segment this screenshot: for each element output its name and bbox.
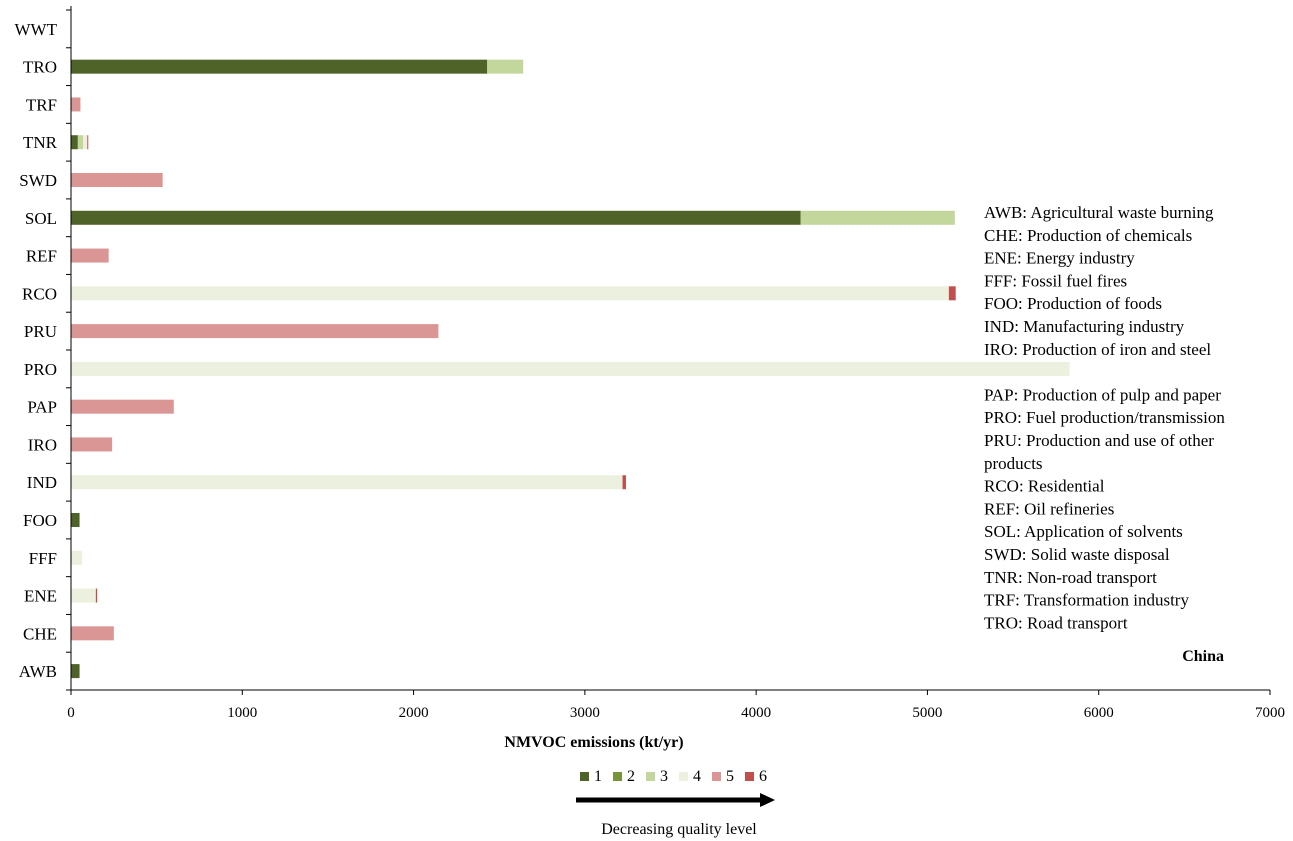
x-tick-label: 7000 <box>1255 705 1285 721</box>
legend-label-level-6: 6 <box>759 768 767 785</box>
abbreviation-line: IND: Manufacturing industry <box>984 317 1185 336</box>
x-tick-label: 5000 <box>912 705 942 721</box>
bar-tnr-level-1 <box>71 135 78 150</box>
category-label-rco: RCO <box>22 284 57 303</box>
abbreviation-line: FFF: Fossil fuel fires <box>984 271 1127 290</box>
legend-label-level-1: 1 <box>594 768 602 785</box>
bar-tro-level-1 <box>71 59 488 74</box>
abbreviation-line: TRO: Road transport <box>984 613 1128 632</box>
legend-label-level-2: 2 <box>627 768 635 785</box>
quality-arrow <box>576 793 775 807</box>
bar-iro-level-5 <box>71 437 113 452</box>
legend-swatch-level-3 <box>646 772 655 781</box>
category-label-che: CHE <box>23 624 57 643</box>
x-axis-title: NMVOC emissions (kt/yr) <box>504 734 683 751</box>
x-tick-label: 6000 <box>1084 705 1114 721</box>
bar-foo-level-1 <box>71 513 80 527</box>
abbreviation-line: RCO: Residential <box>984 477 1105 496</box>
bar-swd-level-5 <box>71 173 163 187</box>
legend-swatch-level-4 <box>679 772 688 781</box>
abbreviation-line: ENE: Energy industry <box>984 249 1135 268</box>
category-label-tnr: TNR <box>23 133 58 152</box>
region-label: China <box>1182 648 1224 665</box>
arrow-head <box>760 793 775 807</box>
bar-ind-level-6 <box>622 475 626 490</box>
category-label-awb: AWB <box>19 662 57 681</box>
bar-ene-level-4 <box>71 588 96 603</box>
category-label-trf: TRF <box>26 95 57 114</box>
category-label-fff: FFF <box>29 549 57 568</box>
abbreviation-line: SOL: Application of solvents <box>984 522 1183 541</box>
bar-trf-level-5 <box>71 97 81 112</box>
axes-layer <box>66 6 1271 695</box>
category-label-wwt: WWT <box>15 20 58 39</box>
abbreviation-line: TNR: Non-road transport <box>984 568 1157 587</box>
category-label-sol: SOL <box>25 209 57 228</box>
abbreviation-line: SWD: Solid waste disposal <box>984 545 1170 564</box>
category-label-pap: PAP <box>27 398 57 417</box>
category-label-swd: SWD <box>19 171 57 190</box>
bar-tnr-level-6 <box>87 135 89 150</box>
bar-tnr-level-3 <box>77 135 83 150</box>
abbreviation-line: FOO: Production of foods <box>984 294 1162 313</box>
category-label-ene: ENE <box>24 587 57 606</box>
arrow-caption: Decreasing quality level <box>601 821 757 838</box>
bar-tnr-level-4 <box>82 135 88 150</box>
bar-che-level-5 <box>71 626 114 641</box>
legend-swatch-level-5 <box>712 772 721 781</box>
category-labels: WWT TRO TRF TNR SWD SOL REF RCO PRU PRO PAP IRO IND F… <box>15 20 58 681</box>
bar-pru-level-5 <box>71 324 439 339</box>
x-tick-label: 4000 <box>741 705 771 721</box>
category-label-tro: TRO <box>23 58 57 77</box>
abbreviation-line: PRU: Production and use of other <box>984 431 1214 450</box>
bar-rco-level-4 <box>71 286 949 301</box>
bars-layer <box>71 59 1070 679</box>
abbreviation-line: REF: Oil refineries <box>984 499 1114 518</box>
abbreviation-line: IRO: Production of iron and steel <box>984 340 1211 359</box>
bar-sol-level-3 <box>800 210 955 225</box>
category-label-foo: FOO <box>23 511 57 530</box>
legend-swatch-level-6 <box>745 772 754 781</box>
bar-tro-level-3 <box>487 59 524 74</box>
bar-awb-level-1 <box>71 664 80 679</box>
x-tick-labels: 0 1000 2000 3000 4000 5000 6000 7000 <box>67 705 1285 721</box>
x-tick-label: 2000 <box>399 705 429 721</box>
x-tick-label: 0 <box>67 705 75 721</box>
legend-label-level-4: 4 <box>693 768 701 785</box>
abbreviation-line: TRF: Transformation industry <box>984 591 1189 610</box>
bar-ind-level-4 <box>71 475 623 490</box>
bar-pro-level-4 <box>71 361 1070 376</box>
abbreviation-notes: AWB: Agricultural waste burning CHE: Prod… <box>984 203 1225 632</box>
bar-ene-level-6 <box>95 588 98 603</box>
bar-ref-level-5 <box>71 248 109 263</box>
abbreviation-line: PAP: Production of pulp and paper <box>984 385 1221 404</box>
category-label-iro: IRO <box>28 435 57 454</box>
legend-swatch-level-2 <box>613 772 622 781</box>
abbreviation-line: PRO: Fuel production/transmission <box>984 408 1225 427</box>
x-tick-label: 3000 <box>570 705 600 721</box>
category-label-pro: PRO <box>24 360 57 379</box>
legend: 1 2 3 4 5 6 <box>580 768 767 785</box>
category-label-pru: PRU <box>24 322 57 341</box>
legend-label-level-3: 3 <box>660 768 668 785</box>
abbreviation-line: CHE: Production of chemicals <box>984 226 1192 245</box>
bar-pap-level-5 <box>71 399 174 414</box>
bar-sol-level-1 <box>71 210 801 225</box>
legend-label-level-5: 5 <box>726 768 734 785</box>
abbreviation-line: products <box>984 454 1043 473</box>
bar-rco-level-6 <box>948 286 956 301</box>
category-label-ind: IND <box>27 473 57 492</box>
legend-swatch-level-1 <box>580 772 589 781</box>
category-label-ref: REF <box>26 247 57 266</box>
x-tick-label: 1000 <box>227 705 257 721</box>
bar-fff-level-4 <box>71 550 83 565</box>
abbreviation-line: AWB: Agricultural waste burning <box>984 203 1214 222</box>
